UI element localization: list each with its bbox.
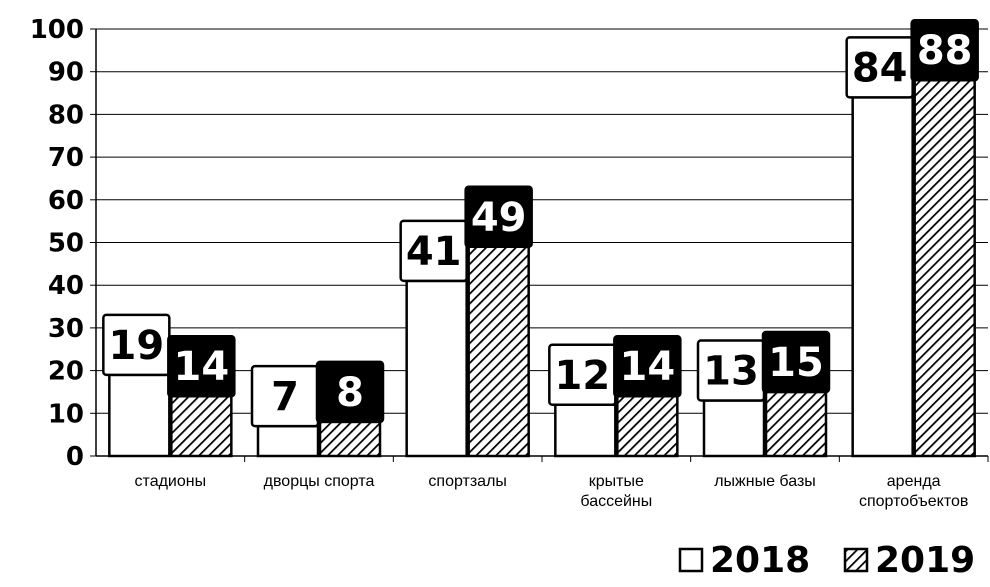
y-tick-label: 90 xyxy=(48,58,84,88)
data-label: 15 xyxy=(768,340,824,386)
x-tick-label-line: спортобъектов xyxy=(859,493,968,510)
x-tick-label-line: стадионы xyxy=(135,473,207,490)
bar-2018 xyxy=(256,424,320,458)
legend: 2018 2019 xyxy=(678,540,975,581)
data-label: 14 xyxy=(173,344,229,390)
x-tick-label: лыжные базы xyxy=(714,473,816,490)
bar-2018 xyxy=(554,403,617,458)
data-label: 88 xyxy=(917,28,973,74)
y-tick-label: 0 xyxy=(66,442,84,472)
data-label: 19 xyxy=(108,323,164,369)
data-label-box xyxy=(910,18,979,82)
gridlines xyxy=(96,28,988,414)
y-tick-label: 20 xyxy=(48,357,84,387)
data-label-box xyxy=(399,219,468,283)
bar-2019 xyxy=(913,78,976,458)
bars xyxy=(108,78,976,458)
x-tick-label: спортзалы xyxy=(428,473,507,490)
data-label-box xyxy=(167,334,236,398)
legend-swatch-2018 xyxy=(678,547,704,573)
bar-2019 xyxy=(616,394,679,458)
y-tick-label: 60 xyxy=(48,186,84,216)
bar-2018 xyxy=(405,279,468,458)
data-label: 41 xyxy=(406,229,462,275)
y-tick-label: 100 xyxy=(30,15,84,45)
data-label: 7 xyxy=(271,374,299,420)
bar-2018 xyxy=(702,399,766,458)
data-label-box xyxy=(613,334,682,398)
data-label: 12 xyxy=(554,353,610,399)
data-label: 13 xyxy=(703,348,759,394)
y-tick-label: 10 xyxy=(48,399,84,429)
y-tick-label: 30 xyxy=(48,314,84,344)
legend-label-2018: 2018 xyxy=(710,540,810,581)
data-label: 49 xyxy=(471,195,527,241)
x-tick-label-line: аренда xyxy=(887,473,941,490)
legend-label-2019: 2019 xyxy=(875,540,975,581)
y-tick-label: 50 xyxy=(48,229,84,259)
data-label: 14 xyxy=(619,344,675,390)
y-tick-label: 40 xyxy=(48,271,84,301)
bar-2019 xyxy=(467,245,530,458)
legend-swatch-2019 xyxy=(843,547,869,573)
bar-2019 xyxy=(170,394,233,458)
y-tick-label: 70 xyxy=(48,143,84,173)
y-axis: 0 10 20 30 40 50 60 70 80 90 100 xyxy=(30,15,97,472)
y-tick-label: 80 xyxy=(48,100,84,130)
x-tick-label-line: бассейны xyxy=(580,493,652,510)
data-label: 8 xyxy=(336,370,364,416)
x-tick-label: стадионы xyxy=(135,473,207,490)
x-tick-label-line: лыжные базы xyxy=(714,473,816,490)
x-tick-label-line: дворцы спорта xyxy=(264,473,375,490)
data-label-box xyxy=(761,330,831,394)
data-label-box xyxy=(464,185,533,249)
bar-2019 xyxy=(764,390,828,458)
data-label-box xyxy=(315,360,385,424)
data-label: 84 xyxy=(852,45,908,91)
x-tick-label: дворцы спорта xyxy=(264,473,375,490)
bar-2018 xyxy=(851,96,914,458)
x-tick-label-line: крытые xyxy=(589,473,644,490)
bar-2019 xyxy=(318,420,382,458)
x-tick-label: аренда спортобъектов xyxy=(859,473,968,510)
x-tick-label: крытые бассейны xyxy=(580,473,652,510)
bar-2018 xyxy=(108,373,171,458)
x-tick-label-line: спортзалы xyxy=(428,473,507,490)
x-axis: стадионы дворцы спорта спортзалы крытые басс… xyxy=(96,455,989,510)
